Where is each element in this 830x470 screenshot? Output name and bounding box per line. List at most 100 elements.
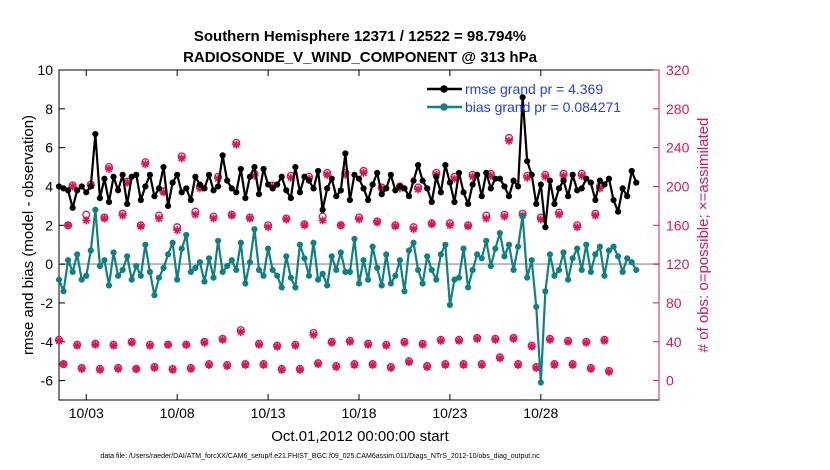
obs-assimilated-point [132,364,141,373]
rmse-point [514,183,522,190]
bias-point [446,301,454,308]
rmse-point [296,189,304,196]
rmse-point [542,224,549,231]
rmse-point [360,185,367,192]
rmse-point [151,193,158,200]
bias-point [233,266,240,274]
bias-point [333,266,340,274]
rmse-point [114,187,122,194]
y-right-tick-label: 320 [666,62,690,78]
obs-assimilated-point [495,354,504,363]
obs-assimilated-point [382,341,391,350]
bias-point [569,255,576,262]
rmse-point [87,183,94,190]
bias-point [387,280,394,287]
bias-point [319,270,326,277]
rmse-point [92,130,99,138]
obs-assimilated-point [400,338,409,347]
rmse-point [342,150,349,157]
bias-point [405,247,413,254]
rmse-point [401,185,408,192]
obs-assimilated-point [155,214,163,223]
bias-point [537,379,544,386]
bias-point [187,268,194,275]
obs-assimilated-point [414,185,423,194]
bias-point [555,266,563,274]
obs-assimilated-point [459,361,468,370]
obs-assimilated-point [514,361,523,370]
bias-point [255,266,263,274]
data-file-footnote: data file: /Users/raeder/DAI/ATM_forcXX/… [100,453,540,460]
rmse-point [74,187,81,194]
y-tick-label: 0 [45,256,53,272]
bias-point [428,266,435,274]
bias-point [546,251,554,258]
bias-point [146,268,154,275]
bias-point [305,272,313,279]
rmse-point [142,183,149,190]
obs-assimilated-point [236,328,245,337]
bias-point [346,268,354,275]
obs-assimilated-point [91,340,100,349]
bias-point [133,262,140,270]
bias-point [542,288,549,295]
obs-assimilated-point [277,365,286,374]
bias-point [587,268,594,275]
bias-point [296,241,304,248]
bias-point [614,253,622,260]
bias-point [210,274,217,281]
rmse-point [433,173,440,180]
obs-assimilated-point [391,222,400,231]
obs-assimilated-point [105,165,113,173]
obs-assimilated-point [273,342,282,351]
bias-point [287,274,294,281]
bias-point [246,259,254,266]
rmse-point [237,165,244,173]
bias-point [628,259,635,266]
bias-point [437,251,444,258]
obs-assimilated-point [368,361,377,370]
y-right-tick-label: 280 [666,101,690,117]
bias-point [69,268,76,275]
obs-assimilated-point [386,363,395,372]
obs-assimilated-point [136,222,145,231]
bias-point [269,266,276,274]
rmse-point [383,185,390,192]
y-right-tick-label: 240 [666,140,690,156]
rmse-point [210,187,217,194]
y-axis-label: rmse and bias (model - observation) [20,115,37,355]
rmse-point [201,185,208,192]
rmse-point [78,183,85,190]
obs-assimilated-point [359,168,368,177]
obs-assimilated-point [100,214,109,223]
bias-point [369,243,376,250]
x-tick-label: 10/03 [69,405,104,421]
rmse-point [133,171,140,178]
obs-assimilated-point [282,215,291,224]
obs-assimilated-point [164,340,173,349]
obs-assimilated-point [241,361,250,370]
bias-point [260,272,267,279]
rmse-point [524,158,531,165]
rmse-point [246,173,254,180]
rmse-point [464,200,472,208]
bias-point [360,257,367,264]
bias-point [110,249,117,256]
x-tick-label: 10/08 [160,405,195,421]
rmse-point [428,198,435,206]
rmse-point [124,200,131,208]
bias-point [619,268,626,275]
obs-assimilated-point [418,340,427,349]
rmse-point [469,181,476,188]
y-tick-label: 10 [37,62,53,78]
rmse-point [614,208,622,215]
rmse-point [505,193,513,200]
bias-point [192,264,199,272]
x-tick-label: 10/28 [523,405,558,421]
obs-assimilated-point [77,364,86,373]
bias-point [510,266,517,274]
rmse-point [96,195,104,202]
obs-assimilated-point [200,338,209,347]
rmse-point [228,185,235,192]
